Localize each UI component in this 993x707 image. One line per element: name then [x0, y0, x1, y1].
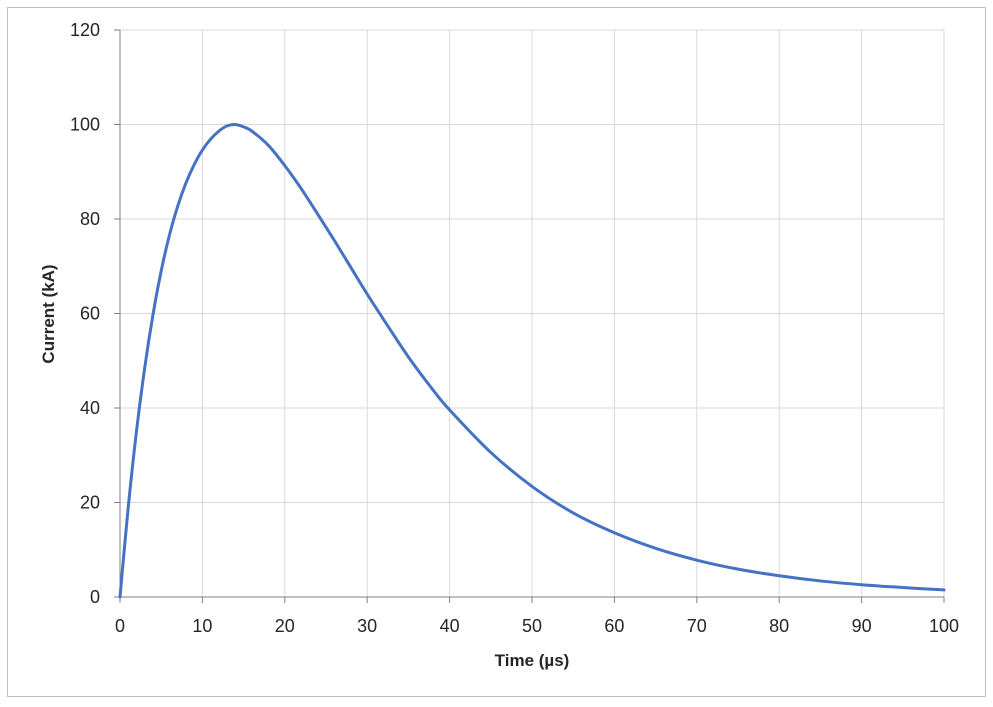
x-tick-label: 70 [687, 616, 707, 636]
y-tick-label: 60 [80, 304, 100, 324]
y-tick-label: 40 [80, 398, 100, 418]
axes [114, 29, 945, 603]
x-tick-label: 50 [522, 616, 542, 636]
x-tick-label: 10 [192, 616, 212, 636]
y-tick-labels: 0 20 40 60 80 100 120 [70, 20, 100, 607]
y-tick-label: 80 [80, 209, 100, 229]
x-axis-title: Time (µs) [495, 651, 570, 670]
y-tick-label: 0 [90, 587, 100, 607]
x-tick-label: 80 [769, 616, 789, 636]
x-tick-label: 60 [604, 616, 624, 636]
series-group [118, 122, 946, 599]
y-tick-label: 100 [70, 115, 100, 135]
x-tick-labels: 0 10 20 30 40 50 60 70 80 90 100 [115, 616, 959, 636]
x-tick-label: 0 [115, 616, 125, 636]
x-tick-label: 20 [275, 616, 295, 636]
y-tick-label: 120 [70, 20, 100, 40]
grid-lines [120, 29, 945, 597]
y-tick-label: 20 [80, 493, 100, 513]
x-tick-label: 40 [440, 616, 460, 636]
y-axis-title: Current (kA) [39, 264, 58, 363]
x-tick-label: 100 [929, 616, 959, 636]
x-tick-label: 90 [852, 616, 872, 636]
series-line [118, 122, 946, 599]
x-tick-label: 30 [357, 616, 377, 636]
